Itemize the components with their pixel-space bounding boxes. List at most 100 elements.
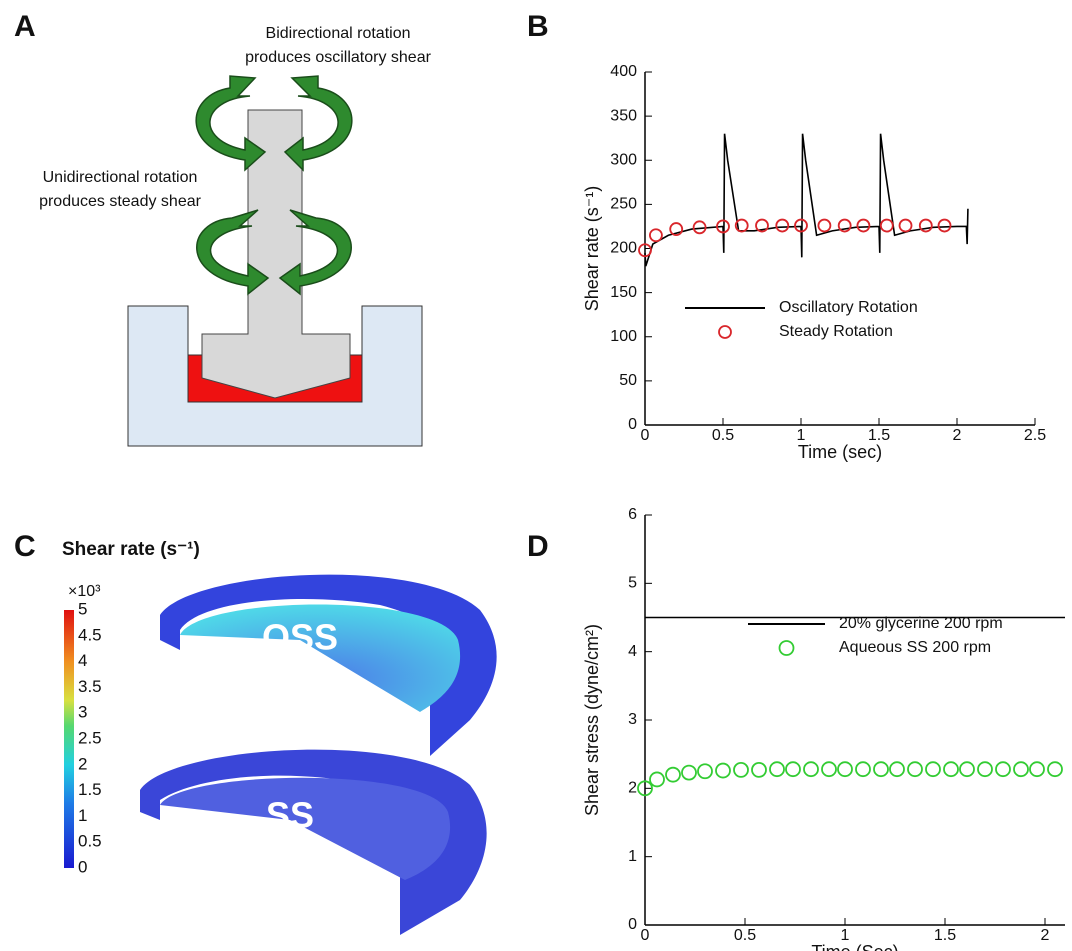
data-point (794, 218, 808, 233)
data-point (681, 764, 697, 781)
data-point (898, 218, 913, 233)
data-point (649, 228, 663, 243)
legend-swatch (718, 325, 732, 339)
y-axis-label: Shear stress (dyne/cm²) (582, 624, 602, 816)
rotation-arrows (195, 75, 353, 296)
caption: Bidirectional rotation (266, 25, 411, 42)
data-point (889, 761, 905, 778)
data-point (959, 761, 975, 778)
data-point (918, 218, 933, 233)
y-tick-label: 350 (610, 107, 637, 124)
x-tick-label: 0 (641, 427, 650, 444)
data-point (734, 218, 749, 233)
data-point (785, 761, 801, 778)
data-point (769, 761, 785, 778)
data-point (733, 761, 749, 778)
data-point (697, 763, 713, 780)
panel-letter: B (527, 10, 549, 43)
data-point (817, 218, 832, 233)
colorbar-tick-label: 5 (78, 599, 87, 618)
data-point (821, 761, 837, 778)
data-point (649, 771, 665, 788)
colorbar-tick-label: 4.5 (78, 625, 102, 644)
legend-label: Steady Rotation (779, 323, 893, 340)
data-point (937, 218, 952, 233)
colorbar-tick-label: 1.5 (78, 780, 102, 799)
legend-label: Oscillatory Rotation (779, 299, 918, 316)
legend-swatch (778, 640, 795, 656)
data-point (855, 761, 871, 778)
x-tick-label: 0.5 (712, 427, 734, 444)
y-tick-label: 50 (619, 372, 637, 389)
data-point (943, 761, 959, 778)
dish-label: SS (266, 795, 314, 836)
data-point (715, 762, 731, 779)
data-point (1013, 761, 1029, 778)
data-point (669, 222, 684, 236)
y-tick-label: 2 (628, 780, 637, 797)
y-tick-label: 100 (610, 328, 637, 345)
x-tick-label: 0.5 (734, 927, 756, 944)
data-point (856, 218, 871, 233)
x-tick-label: 1.5 (868, 427, 890, 444)
colorbar-tick-label: 0 (78, 857, 87, 876)
data-point (907, 761, 923, 778)
y-tick-label: 0 (628, 416, 637, 433)
data-point (977, 761, 993, 778)
data-point (665, 766, 681, 783)
data-point (1029, 761, 1045, 778)
dish-oss-floor (180, 604, 461, 712)
y-tick-label: 4 (628, 643, 637, 660)
data-point (925, 761, 941, 778)
x-axis-label: Time (Sec) (811, 942, 898, 951)
panel-letter: A (14, 10, 36, 43)
colorbar-tick-label: 2 (78, 754, 87, 773)
colorbar (64, 610, 74, 868)
x-tick-label: 1 (797, 427, 806, 444)
data-point (879, 218, 894, 233)
data-point (803, 761, 819, 778)
dish-label: OSS (262, 617, 338, 658)
panel-letter: C (14, 530, 36, 563)
y-tick-label: 6 (628, 506, 637, 523)
dish-ss-floor (160, 777, 451, 880)
spindle (201, 109, 351, 399)
panel-a: A Bidirectional rotation produces oscill… (14, 10, 432, 447)
data-point (775, 218, 790, 233)
caption: produces steady shear (39, 193, 202, 210)
y-tick-label: 400 (610, 63, 637, 80)
colorbar-tick-label: 3.5 (78, 677, 102, 696)
legend-label: 20% glycerine 200 rpm (839, 615, 1003, 632)
caption: Unidirectional rotation (43, 169, 198, 186)
panel-c: C Shear rate (s⁻¹) ×10³ OSS SS (14, 530, 497, 935)
x-axis-label: Time (sec) (798, 442, 882, 462)
colorbar-tick-label: 4 (78, 651, 87, 670)
data-point (837, 218, 852, 233)
y-tick-label: 1 (628, 848, 637, 865)
y-tick-label: 250 (610, 196, 637, 213)
data-point (837, 761, 853, 778)
colorbar-tick-label: 3 (78, 703, 87, 722)
data-point (755, 218, 769, 233)
colorbar-tick-label: 2.5 (78, 728, 102, 747)
x-tick-label: 1.5 (934, 927, 956, 944)
x-tick-label: 1 (841, 927, 850, 944)
y-tick-label: 3 (628, 711, 637, 728)
data-point (1047, 761, 1063, 778)
data-point (873, 761, 889, 778)
colorbar-tick-label: 1 (78, 806, 87, 825)
y-tick-label: 300 (610, 151, 637, 168)
colorbar-title: Shear rate (s⁻¹) (62, 539, 200, 560)
data-point (995, 761, 1011, 778)
y-tick-label: 0 (628, 916, 637, 933)
y-tick-label: 150 (610, 284, 637, 301)
y-tick-label: 5 (628, 575, 637, 592)
x-tick-label: 2.5 (1024, 427, 1046, 444)
data-point (716, 219, 730, 234)
x-tick-label: 2 (1041, 927, 1050, 944)
legend-label: Aqueous SS 200 rpm (839, 639, 991, 656)
caption: produces oscillatory shear (245, 49, 432, 66)
x-tick-label: 2 (953, 427, 962, 444)
data-line (644, 133, 969, 267)
